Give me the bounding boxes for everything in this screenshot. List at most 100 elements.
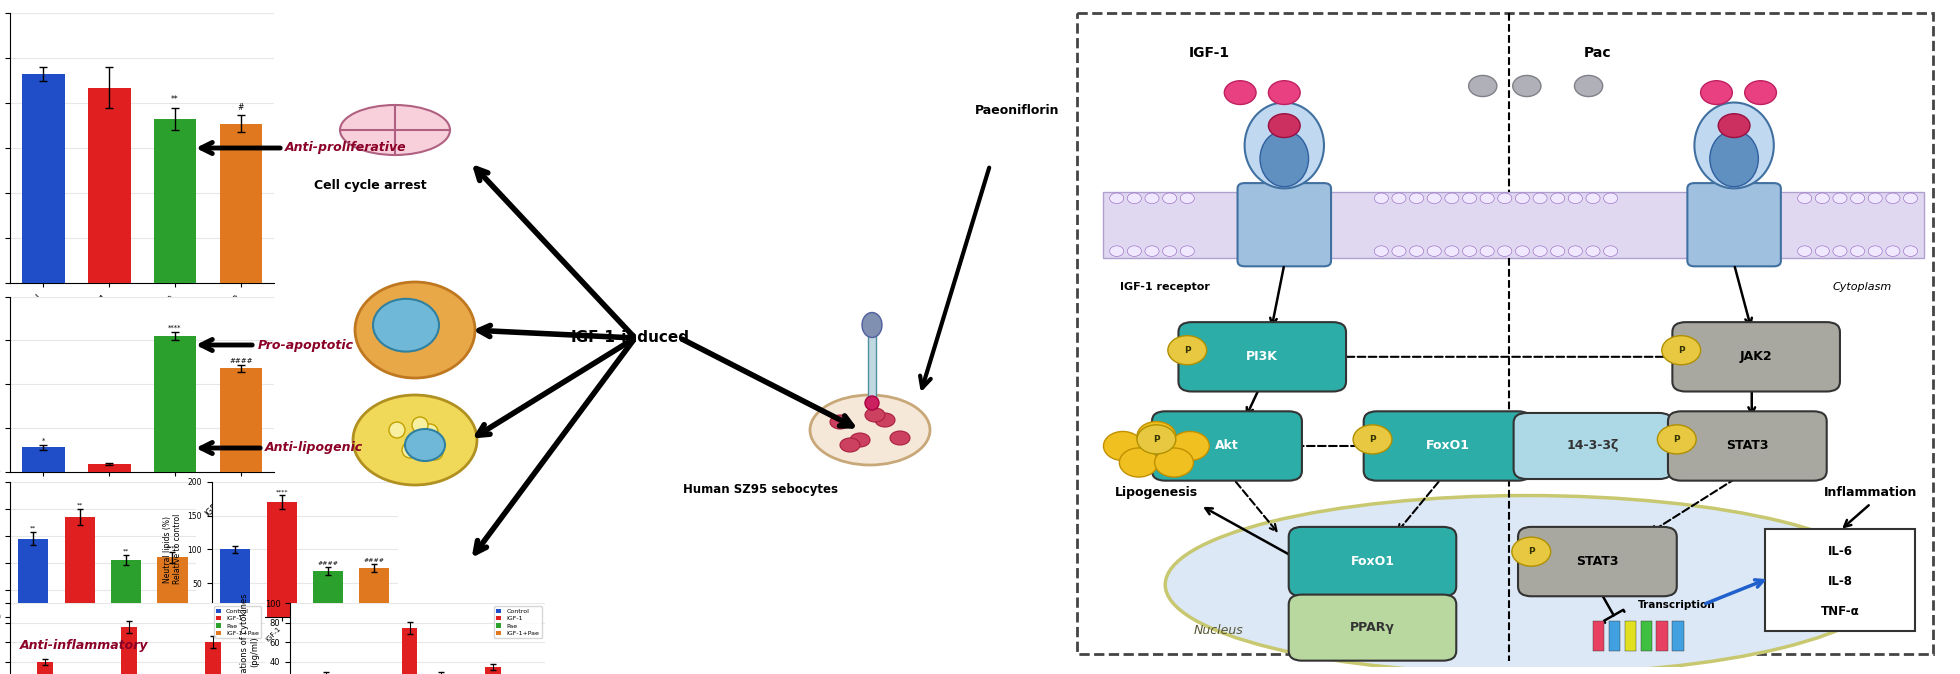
Ellipse shape — [841, 438, 860, 452]
Text: Cytoplasm: Cytoplasm — [1833, 282, 1891, 293]
Circle shape — [1511, 537, 1550, 566]
Text: Pac: Pac — [1584, 46, 1611, 60]
Circle shape — [1603, 193, 1617, 204]
Bar — [157, 557, 188, 617]
Circle shape — [1815, 246, 1829, 256]
Ellipse shape — [372, 299, 439, 352]
Circle shape — [1162, 193, 1176, 204]
Text: Lipogenesis: Lipogenesis — [1115, 486, 1198, 499]
Circle shape — [1409, 246, 1423, 256]
FancyBboxPatch shape — [1290, 594, 1456, 661]
Circle shape — [1658, 425, 1695, 454]
FancyBboxPatch shape — [1290, 527, 1456, 596]
Ellipse shape — [809, 395, 929, 465]
Circle shape — [1513, 75, 1541, 96]
Circle shape — [1568, 193, 1582, 204]
Circle shape — [1170, 431, 1209, 460]
Circle shape — [412, 417, 427, 433]
Circle shape — [421, 424, 437, 440]
Circle shape — [1427, 246, 1441, 256]
Circle shape — [1392, 193, 1405, 204]
Circle shape — [1719, 114, 1750, 137]
Circle shape — [1701, 81, 1733, 104]
Text: Anti-inflammatory: Anti-inflammatory — [20, 638, 149, 652]
Text: Nucleus: Nucleus — [1194, 624, 1243, 638]
Bar — [88, 464, 131, 472]
Bar — [37, 662, 53, 674]
Text: ****: **** — [274, 490, 288, 495]
Text: PI3K: PI3K — [1247, 350, 1278, 363]
Text: Anti-lipogenic: Anti-lipogenic — [265, 441, 363, 454]
Text: **: ** — [29, 526, 37, 530]
Circle shape — [1833, 246, 1846, 256]
Text: IL-6: IL-6 — [1827, 545, 1852, 558]
Text: Paeoniflorin: Paeoniflorin — [974, 104, 1060, 117]
Text: Cell cycle arrest: Cell cycle arrest — [314, 179, 427, 191]
Circle shape — [1533, 193, 1546, 204]
Ellipse shape — [890, 431, 909, 445]
Text: JAK2: JAK2 — [1740, 350, 1772, 363]
Ellipse shape — [851, 433, 870, 447]
Circle shape — [427, 444, 443, 460]
Text: IL-8: IL-8 — [1827, 575, 1852, 588]
Circle shape — [1462, 246, 1476, 256]
Ellipse shape — [1164, 495, 1889, 674]
Text: P: P — [1152, 435, 1160, 444]
Circle shape — [1137, 425, 1176, 454]
Circle shape — [1180, 193, 1194, 204]
Text: PPARγ: PPARγ — [1350, 621, 1396, 634]
Circle shape — [1603, 246, 1617, 256]
Text: P: P — [1370, 435, 1376, 444]
Bar — [206, 642, 221, 674]
Text: 14-3-3ζ: 14-3-3ζ — [1566, 439, 1619, 452]
Text: P: P — [1674, 435, 1680, 444]
Y-axis label: Concentrations of cytokines
(pg/ml): Concentrations of cytokines (pg/ml) — [239, 593, 259, 674]
Bar — [22, 74, 65, 283]
Circle shape — [1268, 114, 1299, 137]
Text: Transcription: Transcription — [1639, 599, 1715, 609]
Circle shape — [1109, 246, 1123, 256]
Bar — [112, 560, 141, 617]
Bar — [220, 369, 263, 472]
Circle shape — [1886, 246, 1899, 256]
Ellipse shape — [1245, 102, 1325, 189]
Bar — [267, 502, 296, 617]
Bar — [314, 571, 343, 617]
Bar — [1103, 191, 1925, 257]
FancyBboxPatch shape — [1237, 183, 1331, 266]
Circle shape — [1374, 193, 1388, 204]
Circle shape — [1392, 246, 1405, 256]
Text: P: P — [1529, 547, 1535, 556]
Circle shape — [1568, 246, 1582, 256]
Bar — [1593, 621, 1605, 651]
FancyBboxPatch shape — [1668, 411, 1827, 481]
Circle shape — [1480, 246, 1494, 256]
Circle shape — [1154, 448, 1194, 477]
Circle shape — [1445, 246, 1458, 256]
Bar — [65, 517, 94, 617]
FancyBboxPatch shape — [1513, 413, 1672, 479]
Ellipse shape — [864, 408, 886, 422]
Bar — [88, 88, 131, 283]
Text: **: ** — [123, 549, 129, 553]
Ellipse shape — [862, 313, 882, 338]
Circle shape — [1168, 336, 1207, 365]
Text: Akt: Akt — [1215, 439, 1239, 452]
Ellipse shape — [353, 395, 476, 485]
Circle shape — [1127, 246, 1141, 256]
FancyBboxPatch shape — [1766, 528, 1915, 631]
Circle shape — [1145, 193, 1158, 204]
Circle shape — [1550, 193, 1564, 204]
Text: ####: #### — [318, 561, 339, 566]
FancyBboxPatch shape — [1152, 411, 1301, 481]
Circle shape — [1886, 193, 1899, 204]
Circle shape — [1468, 75, 1497, 96]
Circle shape — [1833, 193, 1846, 204]
Legend: Control, IGF-1, Pae, IGF-1+Pae: Control, IGF-1, Pae, IGF-1+Pae — [494, 607, 541, 638]
Bar — [402, 627, 417, 674]
Text: ****: **** — [169, 324, 182, 330]
Bar — [868, 330, 876, 400]
Circle shape — [1533, 246, 1546, 256]
Bar — [1609, 621, 1621, 651]
Ellipse shape — [355, 282, 474, 378]
